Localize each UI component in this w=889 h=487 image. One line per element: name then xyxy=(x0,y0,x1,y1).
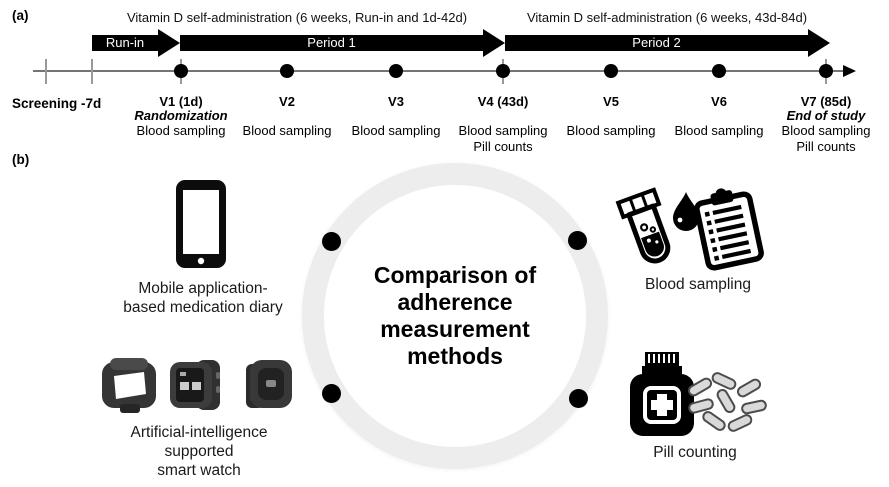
mobile-diary-label-line: based medication diary xyxy=(123,299,283,316)
visit-activity: Pill counts xyxy=(473,139,533,154)
visit-name: V2 xyxy=(279,94,295,109)
timeline-header-right: Vitamin D self-administration (6 weeks, … xyxy=(526,10,808,25)
pill-counting-icons xyxy=(630,352,767,436)
visit-column-v3: V3 Blood sampling xyxy=(326,95,466,139)
visit-activity: Pill counts xyxy=(796,139,856,154)
test-tube-icon xyxy=(615,187,671,264)
blood-drop-icon xyxy=(673,192,699,231)
pill-bottle-icon xyxy=(630,352,694,436)
visit-dot-v1 xyxy=(174,64,188,78)
run-in-arrow-label: Run-in xyxy=(105,35,145,50)
period-1-arrowhead-icon xyxy=(483,29,505,57)
tablet-icon xyxy=(176,180,226,268)
visit-name: V5 xyxy=(603,94,619,109)
visit-activity: Blood sampling xyxy=(351,123,441,138)
visit-name: V7 (85d) xyxy=(800,94,852,109)
visit-activity: Blood sampling xyxy=(781,123,871,138)
ring-dot-upper-right xyxy=(568,231,587,250)
center-title-line: measurement xyxy=(380,316,530,342)
mobile-diary-label-line: Mobile application- xyxy=(138,280,268,297)
period-2-arrow-label: Period 2 xyxy=(632,35,681,50)
panel-b-label: (b) xyxy=(12,152,30,167)
mobile-diary-label: Mobile application- based medication dia… xyxy=(123,279,282,317)
blood-sampling-label: Blood sampling xyxy=(645,276,751,293)
visit-dot-v5 xyxy=(604,64,618,78)
visit-column-v2: V2 Blood sampling xyxy=(217,95,357,139)
ring-dot-lower-left xyxy=(322,384,341,403)
visit-name: V3 xyxy=(388,94,404,109)
timeline-axis xyxy=(33,70,845,72)
period-1-arrow xyxy=(180,35,483,51)
period-1-arrow-label: Period 1 xyxy=(307,35,356,50)
capsules-icon xyxy=(687,372,767,432)
center-title-line: Comparison of xyxy=(373,262,537,288)
axis-arrowhead-icon xyxy=(843,65,856,77)
visit-name: V1 (1d) xyxy=(159,94,203,109)
screening-label: Screening -7d xyxy=(12,96,102,111)
visit-note: End of study xyxy=(786,108,866,123)
visit-column-v1: V1 (1d) Randomization Blood sampling xyxy=(111,95,251,139)
visit-dot-v6 xyxy=(712,64,726,78)
visit-column-v7: V7 (85d) End of study Blood sampling Pil… xyxy=(756,95,889,155)
run-in-arrow xyxy=(92,35,158,51)
smart-watch-label-line: supported xyxy=(164,443,234,460)
visit-activity: Blood sampling xyxy=(566,123,656,138)
visit-name: V6 xyxy=(711,94,727,109)
visit-dot-v2 xyxy=(280,64,294,78)
ring-dot-upper-left xyxy=(322,232,341,251)
visit-dot-v7 xyxy=(819,64,833,78)
timeline-header-left: Vitamin D self-administration (6 weeks, … xyxy=(126,10,468,25)
visit-activity: Blood sampling xyxy=(674,123,764,138)
smart-watch-icon-1 xyxy=(102,358,156,413)
timeline-tick-screening xyxy=(45,59,47,84)
pill-counting-label: Pill counting xyxy=(653,444,737,461)
visit-activity: Blood sampling xyxy=(458,123,548,138)
smart-watch-label-line: Artificial-intelligence xyxy=(130,424,268,441)
smart-watch-icon-2 xyxy=(170,360,220,410)
visit-column-v6: V6 Blood sampling xyxy=(649,95,789,139)
smart-watch-label: Artificial-intelligence supported smart … xyxy=(131,423,268,480)
visit-dot-v4 xyxy=(496,64,510,78)
run-in-arrowhead-icon xyxy=(158,29,180,57)
visit-column-v5: V5 Blood sampling xyxy=(541,95,681,139)
visit-name: V4 (43d) xyxy=(477,94,529,109)
ring-dot-lower-right xyxy=(569,389,588,408)
period-2-arrow xyxy=(505,35,808,51)
smart-watch-icons xyxy=(102,358,292,413)
clipboard-icon xyxy=(694,188,764,271)
visit-activity: Blood sampling xyxy=(242,123,332,138)
period-2-arrowhead-icon xyxy=(808,29,830,57)
visit-column-v4: V4 (43d) Blood sampling Pill counts xyxy=(433,95,573,155)
visit-note: Randomization xyxy=(134,108,228,123)
timeline-tick-minus7d xyxy=(91,59,93,84)
visit-dot-v3 xyxy=(389,64,403,78)
smart-watch-label-line: smart watch xyxy=(157,462,241,479)
comparison-center-title: Comparison of adherence measurement meth… xyxy=(374,262,536,370)
center-title-line: adherence xyxy=(397,289,513,315)
panel-a-label: (a) xyxy=(12,8,29,23)
smart-watch-icon-3 xyxy=(246,360,292,408)
blood-sampling-icons xyxy=(615,187,764,271)
visit-activity: Blood sampling xyxy=(136,123,226,138)
center-title-line: methods xyxy=(407,343,503,369)
